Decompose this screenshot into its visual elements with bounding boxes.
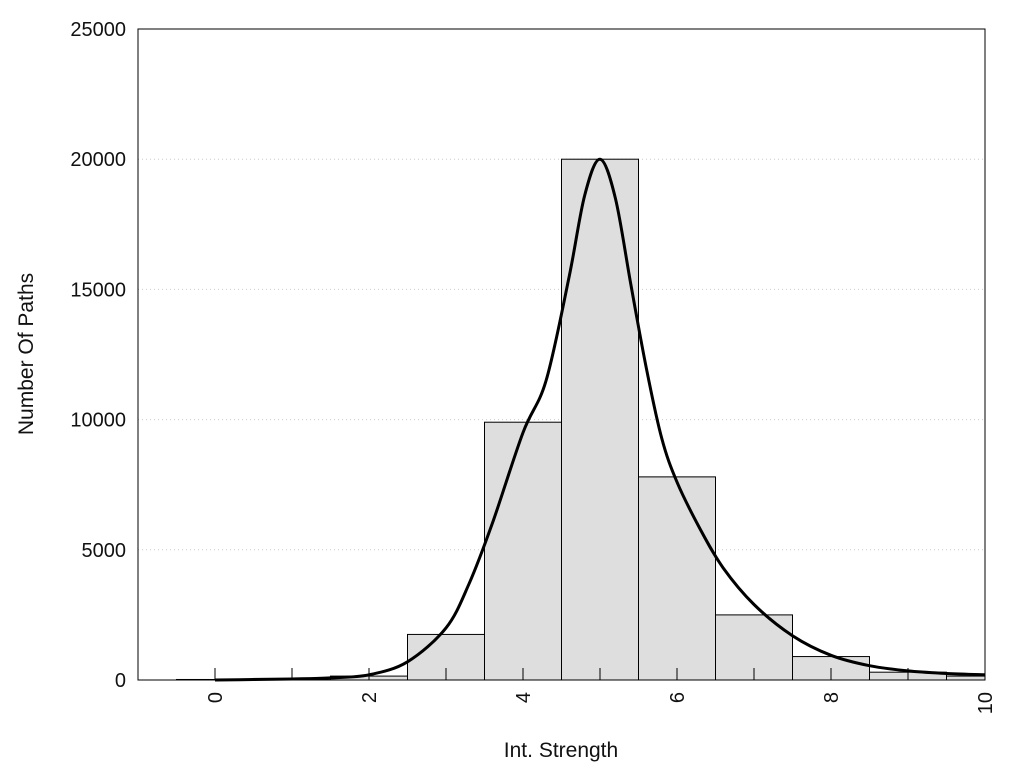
y-tick-label-0: 0 bbox=[115, 670, 126, 692]
plot-frame bbox=[137, 28, 986, 681]
y-tick-label-4: 20000 bbox=[70, 149, 126, 171]
x-tick-label-5: 10 bbox=[975, 692, 997, 714]
bar-4 bbox=[484, 421, 562, 681]
bar-5 bbox=[561, 158, 639, 681]
x-tick-label-2: 4 bbox=[513, 692, 535, 703]
y-tick-label-1: 5000 bbox=[82, 540, 127, 562]
y-tick-label-3: 15000 bbox=[70, 279, 126, 301]
x-tick-label-3: 6 bbox=[667, 692, 689, 703]
bar-10 bbox=[946, 675, 986, 681]
y-axis-label: Number Of Paths bbox=[15, 273, 38, 435]
y-tick-label-2: 10000 bbox=[70, 410, 126, 432]
x-axis-label: Int. Strength bbox=[504, 739, 618, 762]
y-tick-labels: 0 5000 10000 15000 20000 25000 bbox=[70, 19, 126, 692]
y-tick-label-5: 25000 bbox=[70, 19, 126, 41]
x-tick-labels: 0 2 4 6 8 10 bbox=[205, 692, 997, 714]
bars bbox=[176, 158, 986, 681]
x-tick-label-4: 8 bbox=[821, 692, 843, 703]
x-tick-label-1: 2 bbox=[359, 692, 381, 703]
x-tick-label-0: 0 bbox=[205, 692, 227, 703]
fit-curve bbox=[214, 157, 986, 682]
bar-6 bbox=[638, 476, 716, 681]
